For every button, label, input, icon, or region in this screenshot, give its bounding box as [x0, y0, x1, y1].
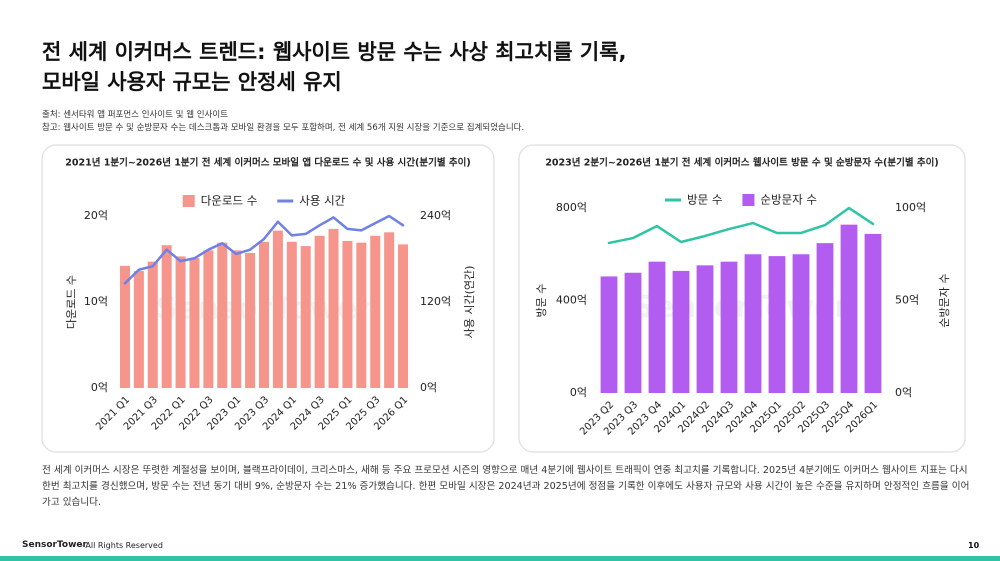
bar: [672, 270, 690, 393]
y-axis-title: 다운로드 수: [65, 275, 78, 329]
bar: [624, 272, 642, 393]
chart-title: 2023년 2분기~2026년 1분기 전 세계 이커머스 웹사이트 방문 수 …: [545, 157, 938, 169]
bar: [231, 250, 242, 388]
watermark: SensorTower: [633, 290, 850, 325]
y2-axis-title: 사용 시간(연간): [463, 266, 476, 339]
bar: [342, 240, 353, 388]
bar: [258, 241, 270, 388]
y-tick-label: 800억: [556, 201, 587, 214]
y2-axis-title: 순방문자 수: [938, 273, 951, 327]
bar: [217, 242, 228, 388]
legend-label: 다운로드 수: [201, 194, 258, 208]
y-tick-label: 0억: [570, 386, 587, 399]
bar: [133, 271, 144, 388]
legend-swatch: [742, 194, 755, 206]
y2-tick-label: 100억: [895, 201, 926, 214]
bar: [245, 252, 256, 388]
y-axis-title: 방문 수: [535, 284, 548, 318]
legend-swatch: [182, 195, 195, 207]
y-tick-label: 400억: [556, 294, 587, 307]
source: 출처: 센서타워 앱 퍼포먼스 인사이트 및 웹 인사이트: [42, 110, 228, 120]
bar: [314, 235, 325, 388]
bar: [816, 243, 834, 393]
legend-label: 순방문자 수: [760, 193, 817, 207]
y2-tick-label: 120억: [420, 295, 451, 308]
bar: [272, 230, 283, 388]
y2-tick-label: 0억: [420, 381, 437, 394]
y2-tick-label: 50억: [895, 294, 919, 307]
bar: [286, 241, 297, 388]
bar: [600, 276, 618, 393]
footer-bar: [0, 556, 1000, 561]
bar: [720, 261, 738, 393]
bar: [189, 258, 200, 388]
legend-label: 방문 수: [687, 193, 722, 207]
bar: [864, 233, 882, 393]
bar: [161, 245, 172, 388]
y2-tick-label: 0억: [895, 386, 912, 399]
body-text: 전 세계 이커머스 시장은 뚜렷한 계절성을 보이며, 블랙프라이데이, 크리스…: [42, 465, 970, 508]
line: [123, 214, 405, 285]
bar: [356, 242, 367, 388]
slide-title: 모바일 사용자 규모는 안정세 유지: [42, 70, 342, 94]
page-number: 10: [968, 541, 980, 550]
bar: [696, 265, 714, 393]
bar: [203, 250, 214, 388]
y-tick-label: 10억: [84, 295, 108, 308]
note: 참고: 웹사이트 방문 수 및 순방문자 수는 데스크톱과 모바일 환경을 모두…: [42, 123, 525, 133]
bar: [300, 246, 311, 388]
rights: - All Rights Reserved: [80, 541, 163, 550]
bar: [328, 228, 339, 388]
y2-tick-label: 240억: [420, 209, 451, 222]
bar: [370, 235, 381, 388]
bar: [175, 256, 186, 388]
logo: SensorTower: [22, 540, 87, 550]
bar: [119, 265, 130, 388]
legend-label: 사용 시간: [299, 194, 345, 208]
y-tick-label: 20억: [84, 209, 108, 222]
y-tick-label: 0억: [91, 381, 108, 394]
bar: [648, 261, 666, 393]
bar: [768, 256, 786, 393]
bar: [398, 244, 409, 388]
chart-title: 2021년 1분기~2026년 1분기 전 세계 이커머스 모바일 앱 다운로드…: [65, 157, 470, 169]
bar: [744, 254, 762, 393]
bar: [840, 224, 858, 393]
bar: [147, 261, 158, 388]
line: [607, 206, 875, 245]
bar: [384, 232, 395, 388]
slide-title: 전 세계 이커머스 트렌드: 웹사이트 방문 수는 사상 최고치를 기록,: [42, 40, 627, 64]
bar: [792, 254, 810, 393]
